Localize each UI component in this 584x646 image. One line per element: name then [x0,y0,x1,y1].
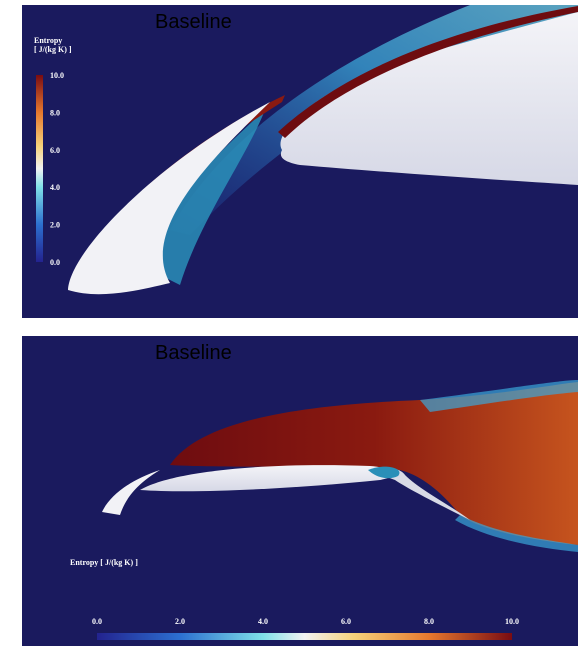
colorbar-tick-label: 2.0 [175,617,185,626]
colorbar-tick-label: 0.0 [50,258,60,267]
colorbar-tick-label: 0.0 [92,617,102,626]
colorbar-tick-label: 4.0 [258,617,268,626]
figure: Baseline Entropy [ J/(kg K) ] 10.0 8.0 6.0… [0,0,584,646]
panel: Baseline Entropy [ J/(kg K) ] 0.0 2.0 4.0 6… [22,336,578,646]
colorbar-title: Entropy [ J/(kg K) ] [70,558,138,567]
colorbar-tick-label: 8.0 [424,617,434,626]
colorbar-tick-label: 10.0 [505,617,519,626]
panel: Baseline Entropy [ J/(kg K) ] 10.0 8.0 6.0… [22,5,578,318]
colorbar-tick-label: 8.0 [50,108,60,117]
colorbar-tick-label: 6.0 [341,617,351,626]
colorbar-title: Entropy [34,36,62,45]
panel-title: Baseline [155,11,232,33]
colorbar-tick-label: 6.0 [50,146,60,155]
colorbar-unit: [ J/(kg K) ] [34,45,72,54]
panel-title: Baseline [155,342,232,364]
colorbar-tick-label: 2.0 [50,221,60,230]
colorbar-tick-label: 10.0 [50,71,64,80]
colorbar [36,75,43,262]
colorbar [97,633,512,640]
colorbar-tick-label: 4.0 [50,183,60,192]
